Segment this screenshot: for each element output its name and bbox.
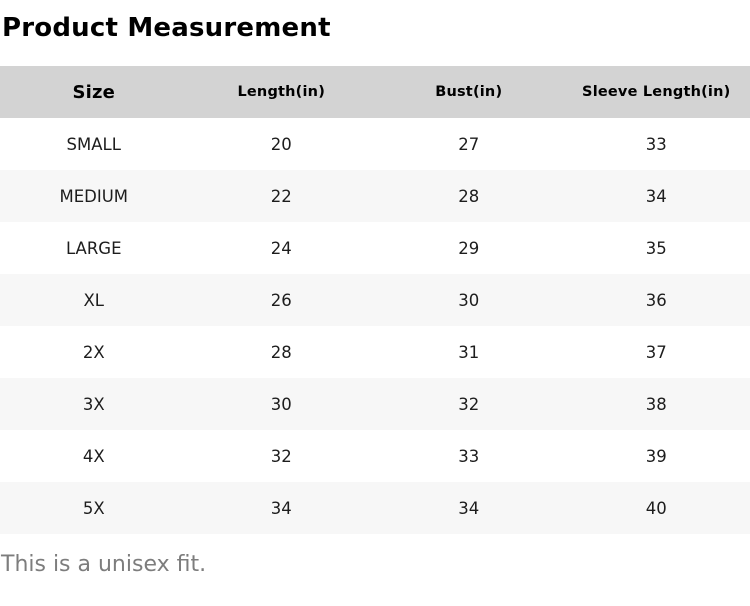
length-cell: 34 xyxy=(270,498,292,518)
size-cell: SMALL xyxy=(66,134,121,154)
length-cell: 20 xyxy=(270,134,292,154)
table-row: SMALL 20 27 33 xyxy=(0,118,750,171)
bust-cell: 34 xyxy=(458,498,480,518)
size-cell: 3X xyxy=(82,394,105,414)
size-cell: LARGE xyxy=(65,238,122,258)
size-cell: 2X xyxy=(82,342,105,362)
length-cell: 24 xyxy=(270,238,292,258)
fit-note: This is a unisex fit. xyxy=(1,552,207,578)
page-title: Product Measurement xyxy=(2,13,331,43)
sleeve-length-cell: 34 xyxy=(645,186,667,206)
size-cell: 5X xyxy=(82,498,105,518)
bust-cell: 27 xyxy=(458,134,480,154)
column-header-bust: Bust(in) xyxy=(435,84,503,101)
column-header-length: Length(in) xyxy=(237,84,326,101)
sleeve-length-cell: 39 xyxy=(645,446,667,466)
table-header-row: Size Length(in) Bust(in) Sleeve Length(i… xyxy=(0,66,750,119)
table-row: 4X 32 33 39 xyxy=(0,430,750,483)
size-cell: 4X xyxy=(82,446,105,466)
bust-cell: 32 xyxy=(458,394,480,414)
table-row: XL 26 30 36 xyxy=(0,274,750,327)
table-row: 5X 34 34 40 xyxy=(0,482,750,535)
table-row: 2X 28 31 37 xyxy=(0,326,750,379)
sleeve-length-cell: 38 xyxy=(645,394,667,414)
sleeve-length-cell: 35 xyxy=(645,238,667,258)
length-cell: 26 xyxy=(270,290,292,310)
table-head: Size Length(in) Bust(in) Sleeve Length(i… xyxy=(0,66,750,119)
bust-cell: 30 xyxy=(458,290,480,310)
table-body: SMALL 20 27 33 MEDIUM 22 28 34 LARGE 24 29 35 XL 26 30… xyxy=(0,118,750,535)
sleeve-length-cell: 36 xyxy=(645,290,667,310)
column-header-size: Size xyxy=(72,81,116,103)
bust-cell: 28 xyxy=(458,186,480,206)
sleeve-length-cell: 33 xyxy=(645,134,667,154)
length-cell: 22 xyxy=(270,186,292,206)
table-row: LARGE 24 29 35 xyxy=(0,222,750,275)
table-row: 3X 30 32 38 xyxy=(0,378,750,431)
table-row: MEDIUM 22 28 34 xyxy=(0,170,750,223)
column-header-sleeve-length: Sleeve Length(in) xyxy=(582,84,731,101)
size-cell: MEDIUM xyxy=(59,186,129,206)
bust-cell: 31 xyxy=(458,342,480,362)
bust-cell: 29 xyxy=(458,238,480,258)
sleeve-length-cell: 37 xyxy=(645,342,667,362)
sleeve-length-cell: 40 xyxy=(645,498,667,518)
length-cell: 30 xyxy=(270,394,292,414)
product-measurement-section: Product Measurement Size Length(in) Bust… xyxy=(0,13,750,578)
bust-cell: 33 xyxy=(458,446,480,466)
size-cell: XL xyxy=(83,290,105,310)
length-cell: 32 xyxy=(270,446,292,466)
length-cell: 28 xyxy=(270,342,292,362)
size-chart-table: Size Length(in) Bust(in) Sleeve Length(i… xyxy=(0,66,750,535)
